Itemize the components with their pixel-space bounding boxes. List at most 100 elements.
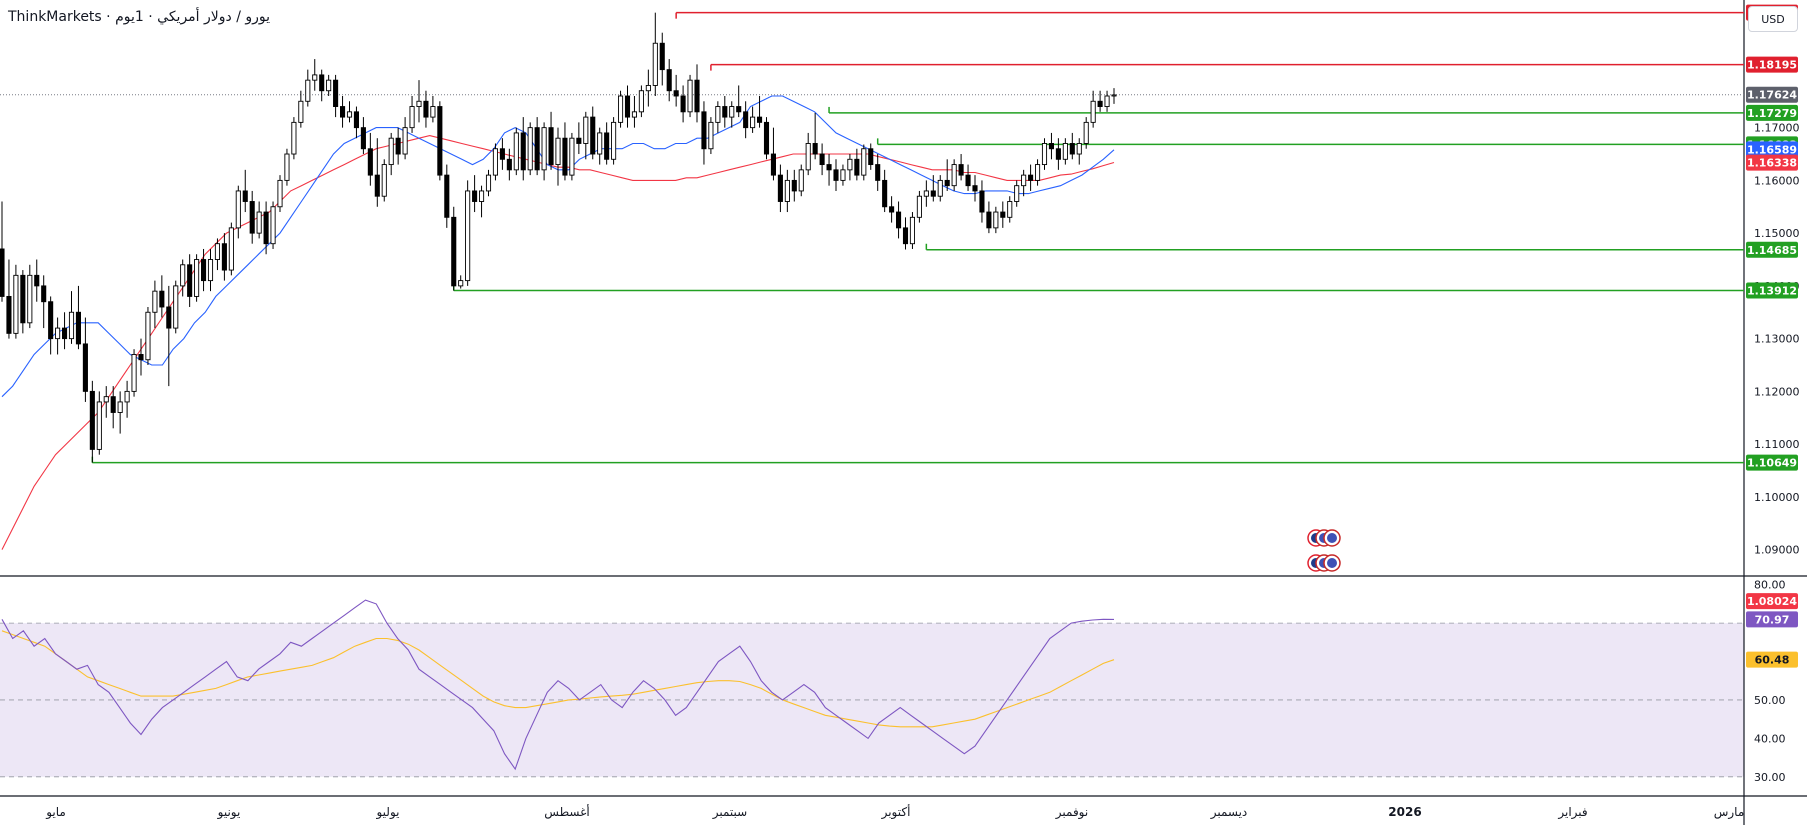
candle[interactable] xyxy=(173,280,179,334)
candle[interactable] xyxy=(249,190,255,244)
candle[interactable] xyxy=(34,259,40,302)
candle[interactable] xyxy=(152,280,158,329)
candle[interactable] xyxy=(923,180,929,207)
candle[interactable] xyxy=(520,117,526,181)
candle[interactable] xyxy=(353,106,360,139)
candle[interactable] xyxy=(868,143,874,170)
candle[interactable] xyxy=(291,117,297,160)
candle[interactable] xyxy=(1055,138,1061,170)
candle[interactable] xyxy=(1014,180,1020,207)
candle[interactable] xyxy=(506,148,512,181)
candle[interactable] xyxy=(228,222,234,276)
candle[interactable] xyxy=(395,127,401,165)
candle[interactable] xyxy=(611,117,617,165)
candle[interactable] xyxy=(979,180,985,223)
candle[interactable] xyxy=(680,85,686,123)
candle[interactable] xyxy=(805,132,811,176)
candle[interactable] xyxy=(485,169,492,197)
candle[interactable] xyxy=(1083,117,1089,149)
candle[interactable] xyxy=(62,312,68,350)
candle[interactable] xyxy=(624,85,631,128)
candle[interactable] xyxy=(1034,159,1041,186)
candle[interactable] xyxy=(166,285,172,387)
candle[interactable] xyxy=(145,306,151,366)
candle[interactable] xyxy=(458,275,464,289)
candle[interactable] xyxy=(847,154,853,181)
candle[interactable] xyxy=(784,169,790,213)
candle[interactable] xyxy=(430,96,436,123)
candle[interactable] xyxy=(993,206,999,234)
candle[interactable] xyxy=(416,80,422,123)
candle[interactable] xyxy=(534,117,540,176)
candle[interactable] xyxy=(757,96,763,128)
candle[interactable] xyxy=(826,154,832,186)
candle[interactable] xyxy=(298,90,304,128)
candle[interactable] xyxy=(729,101,735,128)
candle[interactable] xyxy=(124,380,130,418)
candle[interactable] xyxy=(1111,88,1117,104)
candle[interactable] xyxy=(555,127,561,186)
candle[interactable] xyxy=(6,259,12,339)
candle[interactable] xyxy=(409,96,415,133)
candle[interactable] xyxy=(402,117,408,160)
candle[interactable] xyxy=(138,338,144,376)
candle[interactable] xyxy=(479,185,485,218)
candle[interactable] xyxy=(1028,164,1034,191)
candle[interactable] xyxy=(791,169,797,202)
candle[interactable] xyxy=(20,270,26,334)
candle[interactable] xyxy=(312,59,318,91)
candle[interactable] xyxy=(346,101,353,123)
candle[interactable] xyxy=(638,85,644,118)
candle[interactable] xyxy=(1090,90,1096,128)
candle[interactable] xyxy=(48,296,54,355)
candle[interactable] xyxy=(604,122,610,165)
candle[interactable] xyxy=(41,275,47,329)
candle[interactable] xyxy=(235,185,241,239)
candle[interactable] xyxy=(750,106,756,133)
candle[interactable] xyxy=(833,159,839,191)
candle[interactable] xyxy=(687,74,693,118)
event-flags-us[interactable] xyxy=(1307,554,1341,572)
candle[interactable] xyxy=(944,159,950,191)
candle[interactable] xyxy=(701,101,707,165)
candle[interactable] xyxy=(951,159,957,191)
candle[interactable] xyxy=(207,248,214,292)
candle[interactable] xyxy=(131,349,137,397)
candle[interactable] xyxy=(882,169,888,213)
candle[interactable] xyxy=(618,90,624,128)
candle[interactable] xyxy=(770,127,776,181)
candle[interactable] xyxy=(1021,169,1027,197)
candle[interactable] xyxy=(548,111,554,170)
candle[interactable] xyxy=(763,117,770,160)
candle[interactable] xyxy=(1041,138,1048,170)
candle[interactable] xyxy=(13,264,19,339)
candle[interactable] xyxy=(875,154,881,191)
candle[interactable] xyxy=(708,117,714,155)
candle[interactable] xyxy=(1097,90,1103,112)
candle[interactable] xyxy=(277,175,283,213)
candle[interactable] xyxy=(333,74,339,118)
candle[interactable] xyxy=(896,201,902,239)
candle[interactable] xyxy=(221,233,227,281)
candle[interactable] xyxy=(666,59,672,102)
candle[interactable] xyxy=(854,148,860,181)
candle[interactable] xyxy=(861,144,867,181)
candle[interactable] xyxy=(715,101,721,133)
candle[interactable] xyxy=(597,127,603,165)
candle[interactable] xyxy=(55,317,61,355)
candle[interactable] xyxy=(916,190,922,223)
candle[interactable] xyxy=(472,175,478,213)
candle[interactable] xyxy=(103,386,109,418)
candle[interactable] xyxy=(270,201,276,249)
candle[interactable] xyxy=(1048,132,1054,160)
candle[interactable] xyxy=(0,201,5,302)
candle[interactable] xyxy=(367,132,373,186)
candle[interactable] xyxy=(645,69,651,107)
candle[interactable] xyxy=(541,122,547,181)
candle[interactable] xyxy=(1000,201,1006,228)
candle[interactable] xyxy=(256,201,262,239)
candle[interactable] xyxy=(743,101,749,139)
candle[interactable] xyxy=(180,259,186,297)
event-flags-eu[interactable] xyxy=(1307,529,1341,547)
